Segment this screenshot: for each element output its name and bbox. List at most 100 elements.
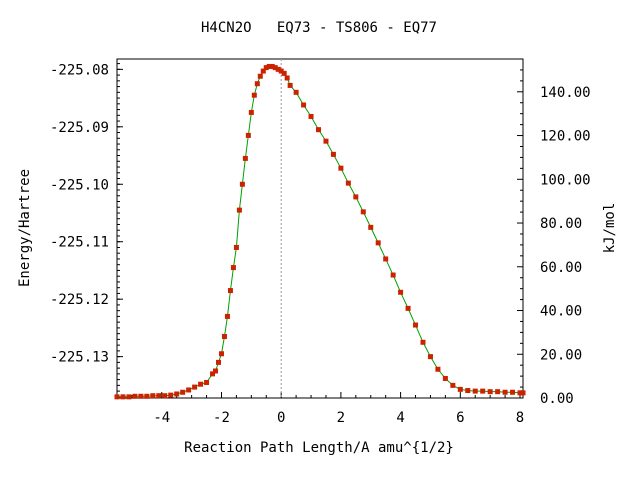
data-point <box>405 305 411 311</box>
data-point <box>287 82 293 88</box>
data-point <box>218 351 224 357</box>
y2-axis-label: kJ/mol <box>602 203 618 254</box>
data-point <box>487 389 493 395</box>
y-axis-label: Energy/Hartree <box>17 169 33 287</box>
data-point <box>198 381 204 387</box>
data-point <box>472 388 478 394</box>
data-point <box>269 63 275 69</box>
data-point <box>442 375 448 381</box>
data-point <box>517 390 523 396</box>
data-point <box>275 66 281 72</box>
y-tick-label: -225.08 <box>50 62 109 78</box>
data-point <box>301 102 307 108</box>
x-tick-label: 8 <box>516 410 524 426</box>
data-point <box>316 127 322 133</box>
data-point <box>174 391 180 397</box>
data-point <box>278 68 284 74</box>
data-point <box>210 371 216 377</box>
data-point <box>345 180 351 186</box>
data-point <box>248 109 254 115</box>
data-point <box>180 389 186 395</box>
data-point <box>242 155 248 161</box>
data-point <box>495 389 501 395</box>
data-point <box>427 354 433 360</box>
data-point <box>368 224 374 230</box>
data-point <box>510 389 516 395</box>
x-tick-label: 2 <box>337 410 345 426</box>
series-line <box>117 65 523 398</box>
data-point <box>221 334 227 340</box>
y2-tick-label: 0.00 <box>540 391 574 407</box>
data-point <box>138 393 144 399</box>
x-tick-label: -4 <box>153 410 170 426</box>
data-point <box>293 89 299 95</box>
data-point <box>457 386 463 392</box>
data-point <box>281 70 287 76</box>
data-point <box>266 63 272 69</box>
data-point <box>230 265 236 271</box>
x-tick-label: 6 <box>456 410 464 426</box>
y2-tick-label: 60.00 <box>540 260 582 276</box>
data-point <box>383 256 389 262</box>
data-point <box>236 207 242 213</box>
data-point <box>114 394 120 400</box>
data-point <box>323 138 329 144</box>
data-point <box>216 359 221 365</box>
data-point <box>502 389 508 395</box>
data-point <box>257 73 263 79</box>
data-point <box>390 272 396 278</box>
data-point <box>227 288 233 294</box>
data-point <box>150 393 156 399</box>
data-point <box>520 390 526 396</box>
data-point <box>168 392 174 398</box>
data-point <box>353 194 359 200</box>
x-tick-label: 4 <box>396 410 404 426</box>
data-point <box>338 165 344 171</box>
data-point <box>224 313 230 319</box>
data-point <box>233 244 239 250</box>
data-point <box>420 339 426 345</box>
data-point <box>192 384 198 390</box>
data-point <box>162 393 168 399</box>
axis-ticks <box>116 63 523 399</box>
data-point <box>120 394 126 400</box>
data-point <box>213 368 219 374</box>
y2-tick-label: 100.00 <box>540 172 591 188</box>
energy-series <box>114 63 526 400</box>
data-point <box>204 379 210 385</box>
plot-frame <box>116 58 524 399</box>
y2-tick-label: 20.00 <box>540 347 582 363</box>
data-point <box>450 382 456 388</box>
data-point <box>186 387 192 393</box>
y2-tick-label: 120.00 <box>540 129 591 145</box>
data-point <box>465 388 471 394</box>
data-point <box>308 113 314 119</box>
data-point <box>239 181 245 187</box>
y-tick-label: -225.11 <box>50 235 109 251</box>
chart-title: H4CN2O EQ73 - TS806 - EQ77 <box>201 20 437 36</box>
data-point <box>330 151 336 157</box>
axis-tick-labels: -4 -2 0 2 4 6 8 -225.08 -225.09 -225.10 -225.11 -22… <box>50 62 591 426</box>
y-tick-label: -225.09 <box>50 120 109 136</box>
data-point <box>260 68 266 74</box>
x-tick-label: 0 <box>277 410 285 426</box>
data-point <box>284 75 290 81</box>
data-point <box>360 209 366 215</box>
y2-tick-label: 40.00 <box>540 304 582 320</box>
data-point <box>132 393 138 399</box>
y2-tick-label: 80.00 <box>540 216 582 232</box>
y-tick-label: -225.12 <box>50 292 109 308</box>
data-point <box>126 394 132 400</box>
y-tick-label: -225.10 <box>50 177 109 193</box>
data-point <box>272 65 278 71</box>
x-axis-label: Reaction Path Length/A amu^{1/2} <box>184 440 454 456</box>
data-point <box>398 289 404 295</box>
data-point <box>413 322 419 328</box>
y2-tick-label: 140.00 <box>540 85 591 101</box>
data-point <box>263 65 269 71</box>
data-point <box>156 393 162 399</box>
data-point <box>375 240 381 246</box>
data-point <box>480 388 486 394</box>
data-point <box>245 132 251 138</box>
